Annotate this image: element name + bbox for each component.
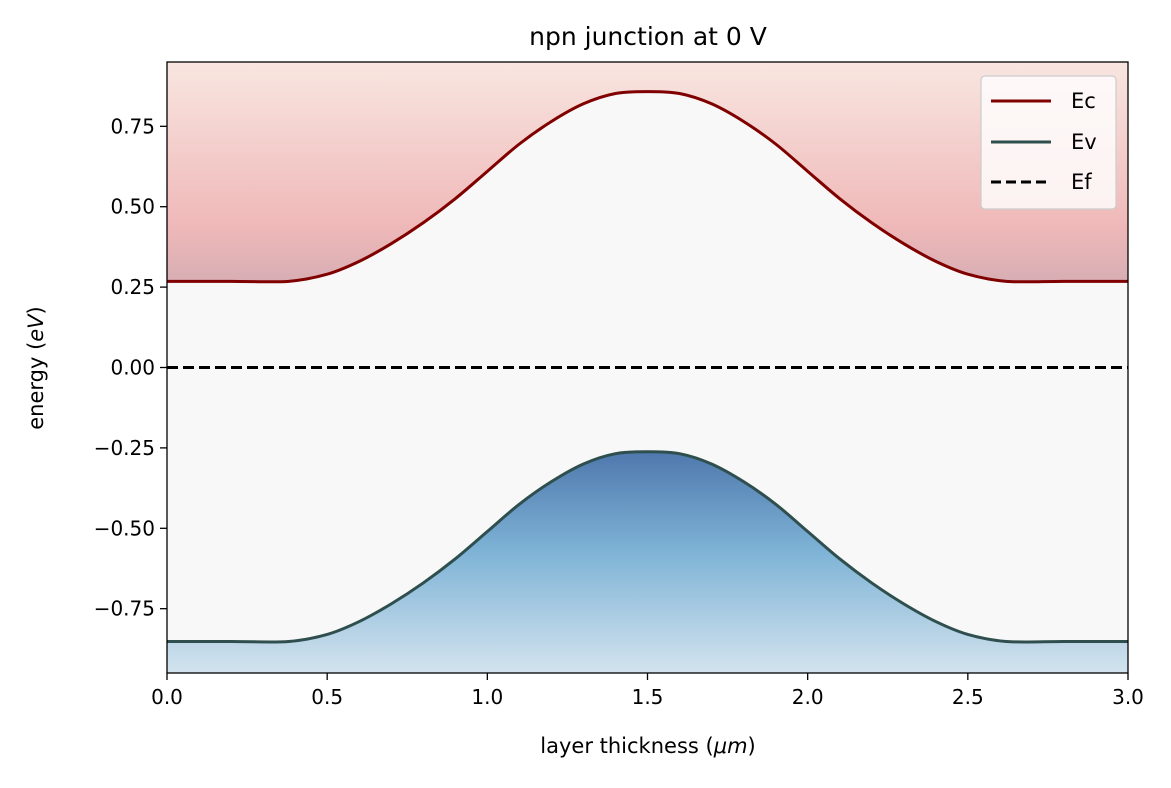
legend-label-ef: Ef: [1071, 170, 1092, 194]
ev-line: [167, 450, 1128, 644]
x-axis: 0.0 0.5 1.0 1.5 2.0 2.5 3.0: [151, 673, 1144, 709]
y-axis-label: energy (eV): [24, 306, 48, 430]
y-tick-label: 0.25: [110, 275, 155, 299]
valence-band-fill: [167, 451, 1128, 673]
legend-label-ec: Ec: [1071, 89, 1096, 113]
y-axis: 0.75 0.50 0.25 0.00 −0.25 −0.50 −0.75: [94, 114, 167, 621]
ec-line: [167, 90, 1128, 284]
x-tick-label: 1.0: [471, 685, 503, 709]
y-tick-label: 0.00: [110, 356, 155, 380]
y-tick-label: −0.25: [94, 436, 155, 460]
x-tick-label: 1.5: [632, 685, 664, 709]
y-tick-label: 0.75: [110, 114, 155, 138]
legend-label-ev: Ev: [1071, 130, 1097, 154]
x-tick-label: 3.0: [1112, 685, 1144, 709]
x-axis-label: layer thickness (μm): [540, 734, 755, 758]
y-tick-label: 0.50: [110, 195, 155, 219]
x-tick-label: 2.0: [792, 685, 824, 709]
x-tick-label: 0.5: [311, 685, 343, 709]
x-tick-label: 0.0: [151, 685, 183, 709]
chart-title: npn junction at 0 V: [529, 22, 767, 51]
legend: Ec Ev Ef: [980, 75, 1117, 210]
y-tick-label: −0.50: [94, 516, 155, 540]
x-tick-label: 2.5: [952, 685, 984, 709]
y-tick-label: −0.75: [94, 597, 155, 621]
conduction-band-fill: [167, 62, 1128, 282]
